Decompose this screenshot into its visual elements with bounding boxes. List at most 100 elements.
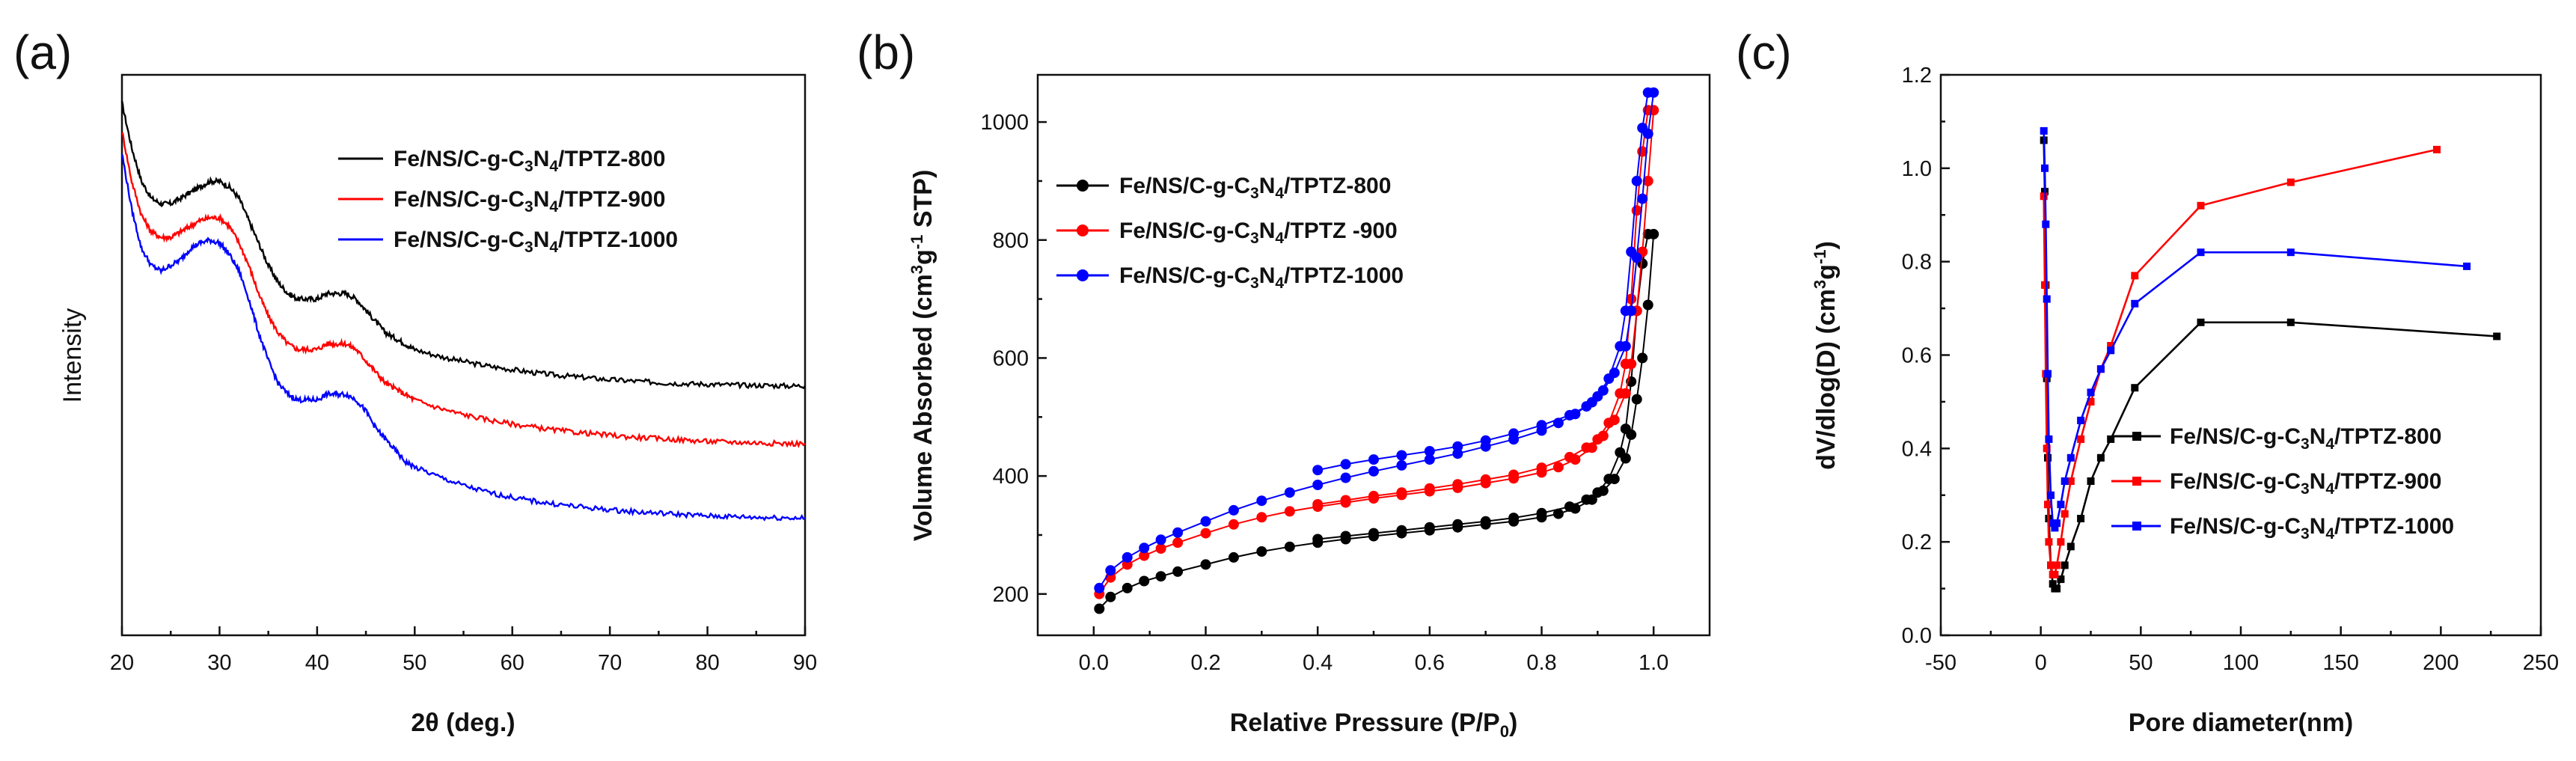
- panel-b-x-label-sub: 0: [1500, 722, 1509, 741]
- y-tick-label: 0.2: [1902, 531, 1932, 554]
- legend-label-2-sub2: 4: [2325, 525, 2334, 543]
- series-0-desorption-point: [1340, 531, 1351, 542]
- series-2-desorption-point: [1592, 391, 1603, 402]
- legend-label-2-sub2: 4: [549, 239, 558, 256]
- series-0-adsorption-point: [1122, 582, 1133, 593]
- series-0-desorption-point: [1603, 474, 1615, 485]
- panel-b-y-label-base: Volume Absorbed (cm: [909, 274, 937, 541]
- series-2-point: [2057, 501, 2065, 509]
- legend-label-0-mid: N: [533, 147, 550, 171]
- series-1-desorption-point: [1620, 358, 1631, 370]
- series-0-point: [2087, 477, 2095, 485]
- series-2-adsorption-point: [1368, 465, 1379, 477]
- legend-marker-1: [1077, 224, 1089, 236]
- series-1-adsorption-point: [1228, 519, 1239, 530]
- series-1-desorption-point: [1603, 418, 1615, 429]
- series-1-adsorption-point: [1139, 550, 1150, 561]
- legend-label-2-base: Fe/NS/C-g-C: [2170, 514, 2301, 539]
- series-1-point: [2066, 477, 2075, 485]
- y-tick-label: 400: [993, 465, 1029, 489]
- series-0-adsorption-point: [1552, 508, 1564, 519]
- legend-label-2-base: Fe/NS/C-g-C: [1119, 263, 1250, 288]
- y-tick-label: 600: [993, 346, 1029, 370]
- series-line-1: [121, 132, 806, 448]
- series-1-desorption-point: [1368, 490, 1379, 501]
- y-tick-label: 1.0: [1902, 157, 1932, 181]
- panel-b-series: [1094, 87, 1659, 614]
- legend-label-0-sub2: 4: [549, 158, 558, 175]
- series-0-desorption-point: [1615, 447, 1626, 458]
- legend-label-1-mid: N: [1259, 218, 1276, 243]
- series-1-desorption-point: [1592, 434, 1603, 445]
- legend-label-0-base: Fe/NS/C-g-C: [394, 147, 524, 171]
- series-0-adsorption-point: [1139, 575, 1150, 587]
- legend-label-0-sub2: 4: [1275, 185, 1284, 202]
- x-tick-label: 50: [403, 651, 426, 675]
- legend-label-1-tail: /TPTZ-900: [2334, 469, 2441, 494]
- series-2-desorption-point: [1396, 450, 1407, 461]
- series-1-desorption-point: [1340, 495, 1351, 506]
- series-1-point: [2107, 342, 2115, 349]
- series-2-desorption-point: [1642, 87, 1653, 98]
- panel-b-x-label-base: Relative Pressure (P/P: [1230, 709, 1500, 737]
- legend-label-2-tail: /TPTZ-1000: [1284, 263, 1404, 288]
- legend-label-1-tail: /TPTZ -900: [1284, 218, 1398, 243]
- series-1-point: [2197, 201, 2205, 210]
- legend-label-1: Fe/NS/C-g-C3N4/TPTZ -900: [1119, 218, 1398, 247]
- series-2-desorption-point: [1615, 340, 1626, 352]
- legend-label-2-sub1: 3: [1250, 275, 1259, 292]
- panel-c: (c) -50 0 50 100 150 200 250 0.0 0.2 0.4 0.6 0.8 1.…: [1736, 25, 2559, 737]
- panel-c-series: [2040, 126, 2501, 593]
- legend-label-1-sub1: 3: [1250, 230, 1259, 247]
- series-1-point: [2041, 281, 2049, 289]
- panel-c-legend: Fe/NS/C-g-C3N4/TPTZ-800Fe/NS/C-g-C3N4/TP…: [2111, 424, 2454, 543]
- series-1-desorption-point: [1480, 474, 1491, 485]
- panel-c-x-axis-label: Pore diameter(nm): [2129, 709, 2353, 737]
- series-2-desorption-point: [1536, 420, 1547, 431]
- series-0-point: [2066, 543, 2075, 551]
- series-2-desorption-point: [1620, 305, 1631, 317]
- series-1-desorption-point: [1615, 388, 1626, 399]
- y-tick-label: 1000: [980, 111, 1029, 135]
- legend-marker-2: [1077, 269, 1089, 281]
- legend-label-2-base: Fe/NS/C-g-C: [394, 227, 524, 252]
- panel-c-frame: [1939, 73, 2542, 637]
- series-1-desorption-point: [1508, 469, 1520, 480]
- series-0-adsorption-point: [1155, 571, 1166, 582]
- series-1-desorption-point: [1424, 483, 1435, 494]
- series-2-point: [2044, 370, 2052, 378]
- legend-label-0-sub1: 3: [1250, 185, 1259, 202]
- series-1-adsorption-point: [1552, 462, 1564, 473]
- legend-label-0-base: Fe/NS/C-g-C: [2170, 424, 2301, 449]
- x-tick-label: 50: [2129, 651, 2153, 675]
- legend-label-1-sub2: 4: [2325, 480, 2334, 498]
- x-tick-label: 60: [501, 651, 524, 675]
- legend-label-2-mid: N: [533, 227, 550, 252]
- series-2-adsorption-point: [1312, 480, 1324, 490]
- series-1-desorption-point: [1396, 487, 1407, 498]
- series-1-point: [2433, 145, 2441, 153]
- x-tick-label: 90: [793, 651, 817, 675]
- series-1-desorption-point: [1581, 442, 1592, 453]
- series-0-point: [2197, 318, 2205, 326]
- legend-label-0-tail: /TPTZ-800: [2334, 424, 2441, 449]
- legend-label-2-sub1: 3: [524, 239, 533, 256]
- series-0-point: [2057, 575, 2065, 584]
- series-1-adsorption-point: [1284, 506, 1295, 517]
- series-2-point: [2043, 295, 2051, 303]
- panel-c-y-ticks: 0.0 0.2 0.4 0.6 0.8 1.0 1.2: [1902, 64, 1950, 648]
- series-1-point: [2044, 501, 2052, 509]
- series-1-desorption-point: [1452, 479, 1463, 490]
- legend-label-0-sub1: 3: [524, 158, 533, 175]
- legend-label-1-sub2: 4: [549, 198, 558, 216]
- series-0-desorption-point: [1581, 494, 1592, 505]
- series-1-point: [2131, 272, 2139, 280]
- panel-a-x-axis-label: 2θ (deg.): [411, 709, 515, 737]
- series-2-point: [2286, 248, 2295, 257]
- panel-a-x-ticks: 20 30 40 50 60 70 80 90: [110, 626, 817, 675]
- panel-b-y-label-sup2: -1: [908, 235, 926, 250]
- series-2-point: [2107, 346, 2115, 355]
- series-1-desorption-point: [1312, 499, 1324, 510]
- series-0-desorption-point: [1592, 487, 1603, 498]
- series-1-point: [2053, 561, 2061, 569]
